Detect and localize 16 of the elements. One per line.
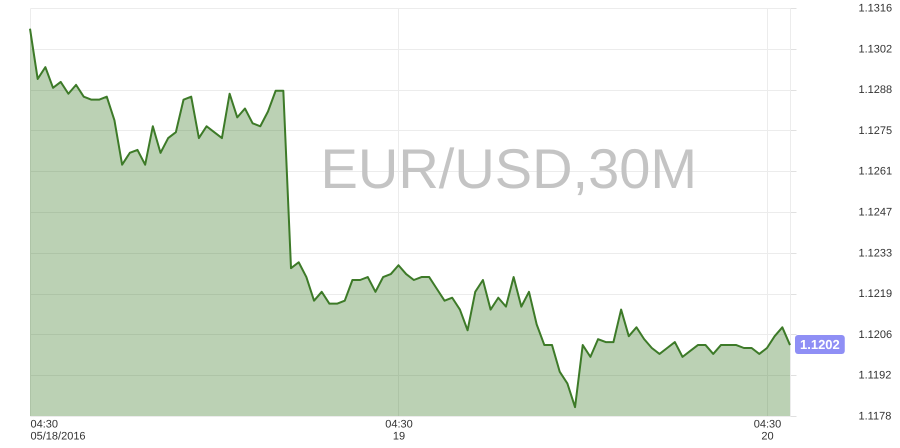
y-tick-label: 1.1206: [858, 328, 892, 341]
x-tick-label: 04:30 05/18/2016: [30, 418, 86, 442]
annotation: 1.1202: [800, 337, 840, 352]
y-tick-label: 1.1247: [858, 206, 892, 218]
y-tick-label: 1.1178: [858, 410, 892, 422]
y-tick-label: 1.1233: [858, 247, 892, 260]
y-tick-label: 1.1302: [858, 43, 892, 56]
y-tick-label: 1.1316: [858, 2, 892, 14]
y-tick-label: 1.1219: [858, 288, 892, 300]
x-tick-label: 04:30 20: [754, 418, 782, 442]
y-tick-label: 1.1288: [858, 84, 892, 96]
y-tick-label: 1.1192: [858, 370, 892, 382]
text: EUR/USD,30M: [320, 137, 698, 200]
x-tick-label: 04:30 19: [385, 418, 413, 442]
y-tick-label: 1.1275: [858, 124, 892, 137]
y-tick-label: 1.1261: [858, 166, 892, 178]
